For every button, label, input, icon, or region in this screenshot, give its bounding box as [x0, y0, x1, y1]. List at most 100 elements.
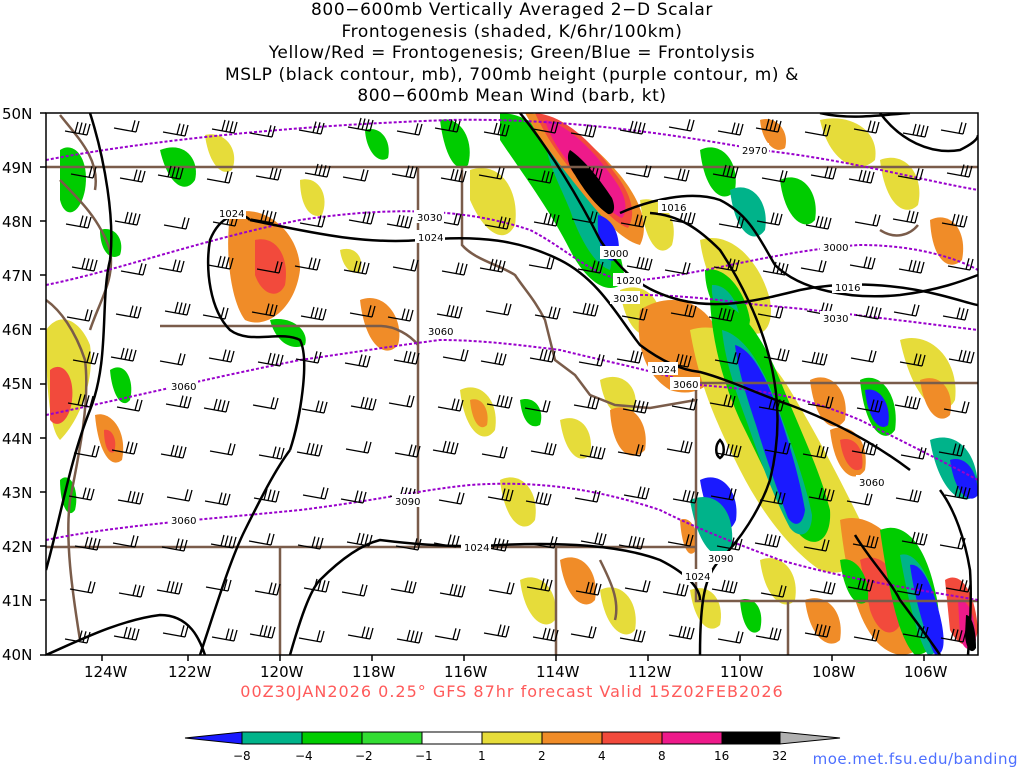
wind-barb [623, 486, 650, 500]
wind-barb [296, 442, 323, 457]
wind-barb [64, 630, 91, 644]
mslp-labels: 1024 1024 1016 1016 1020 1024 1024 1024 [216, 200, 862, 583]
wind-barb [807, 396, 834, 409]
latitude-axis: 50N 49N 48N 47N 46N 45N 44N 43N 42N 41N … [2, 105, 46, 664]
wind-barb [940, 122, 967, 135]
wind-barb [718, 216, 745, 229]
wind-barb [394, 444, 421, 458]
wind-barb [529, 348, 556, 363]
wind-barb [800, 260, 827, 273]
wind-barb [116, 399, 143, 412]
wind-barb [899, 353, 926, 367]
wind-barb [115, 305, 142, 319]
wind-barb [525, 491, 552, 506]
wind-barb [574, 490, 601, 503]
colorbar-label: −4 [295, 749, 313, 763]
wind-barb [390, 580, 417, 594]
political-borders [46, 114, 978, 655]
wind-barb [577, 260, 604, 274]
height-label: 3060 [859, 478, 884, 489]
wind-barb [804, 623, 831, 638]
wind-barb [437, 398, 464, 412]
great-salt-lake [598, 559, 618, 621]
height-label: 3000 [823, 243, 848, 254]
wind-barb [940, 628, 967, 643]
wind-barb [762, 261, 789, 276]
lat-label: 42N [2, 538, 32, 556]
wind-barb [709, 394, 736, 408]
wind-barb [74, 536, 101, 551]
wind-barb [755, 118, 782, 133]
wind-barb [527, 170, 554, 184]
wind-barb [483, 624, 510, 638]
mslp-label: 1016 [835, 283, 860, 294]
wind-barb [666, 440, 693, 454]
wind-barb [667, 534, 694, 547]
wind-barb [621, 308, 648, 321]
wind-barb [717, 631, 744, 644]
colorbar-cell [361, 731, 423, 745]
wind-barb [65, 215, 92, 229]
wind-barb [942, 307, 969, 321]
wind-barb [848, 169, 875, 184]
colorbar-label: −8 [233, 749, 251, 763]
wind-barb [345, 441, 372, 454]
wind-barb [892, 210, 919, 224]
wind-barb [396, 629, 423, 644]
lat-label: 43N [2, 484, 32, 502]
wind-barb [668, 119, 695, 132]
lon-label: 112W [628, 663, 672, 681]
colorbar-label: 32 [772, 749, 787, 763]
wind-barb [579, 445, 606, 460]
wind-barb [664, 262, 691, 275]
wind-barb [432, 440, 459, 455]
wind-barb [255, 167, 282, 181]
wind-barb [209, 443, 236, 456]
wind-barb [206, 171, 233, 184]
colorbar-cell [541, 731, 603, 745]
wind-barb [346, 532, 373, 547]
wind-barb [853, 120, 880, 134]
wind-barb [893, 304, 920, 317]
wind-barb [249, 125, 276, 138]
wind-barb [757, 306, 784, 319]
wind-barb [487, 488, 514, 502]
wind-barb [716, 537, 743, 551]
wind-barb [756, 212, 783, 226]
wind-barb [294, 257, 321, 271]
wind-barb [809, 581, 836, 595]
wind-barb [764, 442, 791, 455]
wind-barb [530, 442, 557, 456]
wind-barb [258, 446, 285, 460]
wind-barb [758, 397, 785, 412]
source-credit[interactable]: moe.met.fsu.edu/banding [812, 750, 1018, 768]
wind-barb [854, 214, 881, 227]
wind-barb [580, 532, 607, 546]
wind-barb [570, 626, 597, 639]
wind-barb [672, 489, 699, 504]
wind-barb [343, 260, 370, 275]
wind-barb [304, 163, 331, 178]
wind-barb [298, 630, 325, 643]
wind-barb [478, 167, 505, 180]
wind-barb [622, 399, 649, 414]
wind-barb [484, 216, 511, 230]
wind-barb [211, 119, 238, 134]
height-label: 3090 [395, 497, 420, 508]
wa-or-border [160, 324, 419, 346]
wind-barb [805, 215, 832, 230]
wind-barb [533, 212, 560, 227]
wind-barb [300, 306, 327, 321]
wind-barb [902, 625, 929, 639]
wind-barb [301, 400, 328, 414]
mslp-label: 1024 [651, 365, 676, 376]
wind-barb [434, 119, 461, 133]
wind-barb [625, 165, 652, 178]
wyoming-border [694, 383, 978, 603]
wind-barb [257, 352, 284, 367]
wind-barb [946, 164, 973, 178]
mslp-label: 1020 [616, 276, 641, 287]
wind-barb [668, 625, 695, 640]
wind-barb [208, 349, 235, 363]
